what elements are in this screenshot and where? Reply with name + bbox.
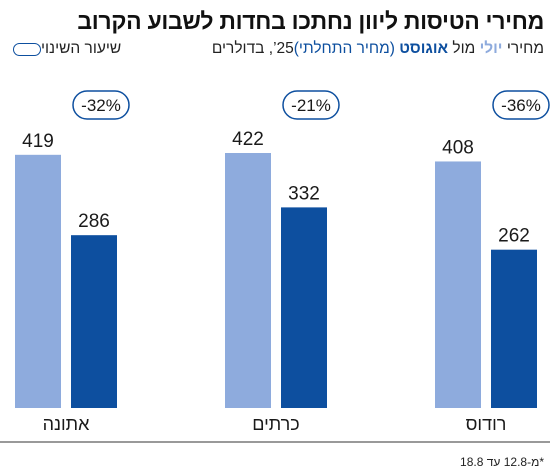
subtitle-suffix: ‎’25, בדולרים [211,40,294,57]
change-label-1: -21% [291,96,331,115]
subtitle-preliminary: (מחיר התחלתי) [293,40,395,57]
bar-july-0 [15,154,61,408]
bar-august-2 [491,249,537,408]
footnote: *מ-12.8 עד 18.8 [460,455,544,469]
bar-august-1 [281,207,327,408]
change-pill-1 [282,90,340,120]
data-label-july-0: 419 [22,131,54,152]
chart-subtitle: מחירי יולי מול אוגוסט (מחיר התחלתי)‎’25,… [212,40,544,58]
change-label-2: -36% [501,96,541,115]
bar-july-2 [435,161,481,408]
legend-label: שיעור השינוי [41,40,122,57]
category-label-2: רודוס [466,414,507,434]
subtitle-july: יולי [479,40,503,57]
subtitle-middle: מול [452,40,476,57]
subtitle-august: אוגוסט [399,40,449,57]
legend: שיעור השינוי [8,40,121,58]
data-label-july-2: 408 [442,137,474,158]
legend-pill-icon [13,42,41,56]
data-label-august-2: 262 [498,226,530,247]
subtitle-prefix: מחירי [506,40,544,57]
bar-august-0 [71,235,117,408]
change-pill-2 [492,90,550,120]
change-pill-0 [72,90,130,120]
data-label-august-1: 332 [288,183,320,204]
bar-july-1 [225,153,271,408]
category-label-0: אתונה [43,414,91,434]
data-label-july-1: 422 [232,129,264,150]
data-label-august-0: 286 [78,211,110,232]
chart-title: מחירי הטיסות ליוון נחתכו בחדות לשבוע הקר… [77,8,544,34]
category-label-1: כרתים [252,414,300,434]
change-label-0: -32% [81,96,121,115]
